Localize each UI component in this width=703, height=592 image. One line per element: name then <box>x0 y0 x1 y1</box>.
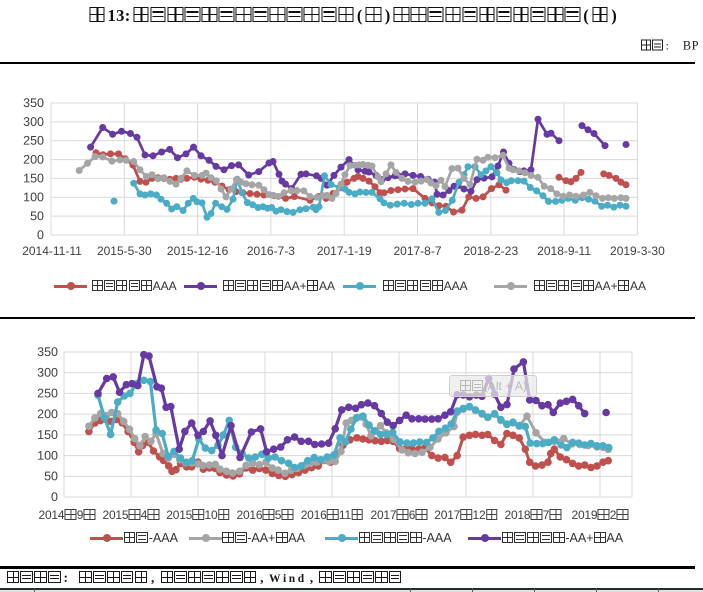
svg-text:350: 350 <box>37 345 58 359</box>
svg-text:300: 300 <box>37 366 58 380</box>
svg-text:200: 200 <box>23 153 44 167</box>
svg-text:150: 150 <box>23 171 44 185</box>
svg-text:0: 0 <box>37 228 44 242</box>
svg-text:100: 100 <box>37 449 58 463</box>
svg-text:100: 100 <box>23 190 44 204</box>
svg-text:150: 150 <box>37 428 58 442</box>
svg-text:250: 250 <box>37 386 58 400</box>
svg-text:50: 50 <box>44 469 58 483</box>
svg-text:50: 50 <box>30 209 44 223</box>
svg-text:350: 350 <box>23 96 44 110</box>
svg-text:200: 200 <box>37 407 58 421</box>
svg-text:0: 0 <box>51 490 58 504</box>
svg-text:250: 250 <box>23 134 44 148</box>
svg-text:300: 300 <box>23 115 44 129</box>
